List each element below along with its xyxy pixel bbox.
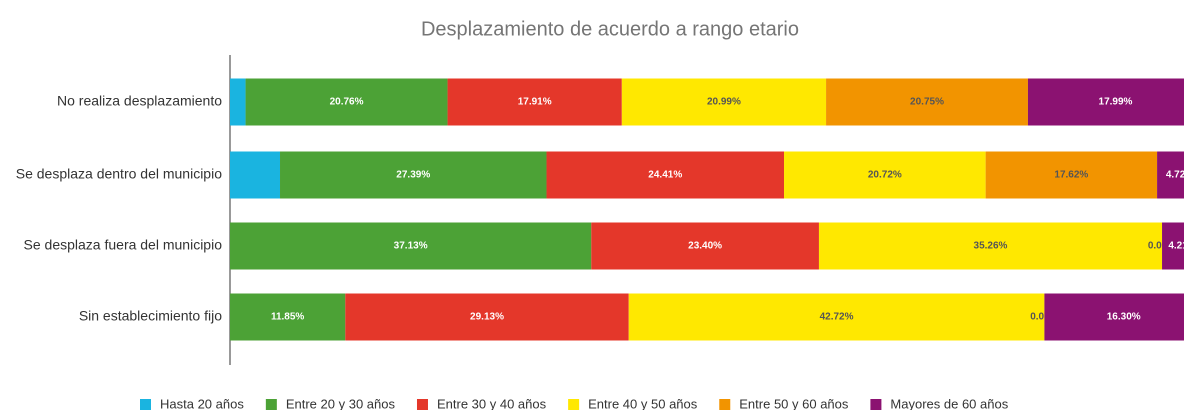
value-label: 20.99%: [707, 97, 741, 108]
y-tick-label: Se desplaza dentro del municipio: [16, 166, 222, 182]
bar-segment: [1027, 78, 1184, 126]
value-label: 20.72%: [868, 170, 902, 181]
legend-label: Hasta 20 años: [160, 396, 244, 410]
value-label: 37.13%: [394, 241, 428, 252]
bar-segment: [1157, 151, 1184, 199]
bar-segment: [230, 78, 246, 126]
value-label: 20.76%: [330, 97, 364, 108]
value-label: 17.62%: [1054, 170, 1088, 181]
value-label: 20.75%: [910, 97, 944, 108]
bar-segment: [784, 151, 986, 199]
legend-swatch: [416, 399, 428, 410]
bar-segment: [280, 151, 547, 199]
value-label: 27.39%: [396, 170, 430, 181]
bar-segment: [826, 78, 1028, 126]
legend-label: Entre 50 y 60 años: [739, 396, 849, 410]
legend-label: Entre 40 y 50 años: [588, 396, 698, 410]
value-label: 35.26%: [974, 241, 1008, 252]
value-label: 4.72%: [1166, 170, 1184, 181]
y-tick-label: No realiza desplazamiento: [57, 93, 222, 109]
legend-swatch: [140, 399, 151, 410]
bar-segment: [447, 78, 622, 126]
value-label: 17.91%: [518, 97, 552, 108]
legend-label: Mayores de 60 años: [890, 396, 1008, 410]
bar-segment: [245, 78, 448, 126]
bar-segment: [1162, 222, 1184, 270]
value-label: 17.99%: [1099, 97, 1133, 108]
value-label: 4.21%: [1168, 241, 1184, 252]
value-label: 24.41%: [648, 170, 682, 181]
y-tick-label: Sin establecimiento fijo: [79, 308, 222, 324]
value-label: 29.13%: [470, 312, 504, 323]
bar-segment: [985, 151, 1158, 199]
bar-segment: [591, 222, 819, 270]
bar-segment: [230, 222, 592, 270]
value-label: 42.72%: [820, 312, 854, 323]
legend-label: Entre 30 y 40 años: [437, 396, 547, 410]
value-label: 11.85%: [271, 312, 304, 323]
legend-swatch: [719, 399, 731, 410]
legend-swatch: [265, 399, 277, 410]
bar-segment: [818, 222, 1163, 270]
bar-segment: [621, 78, 827, 126]
bar-segment: [230, 293, 346, 341]
legend-label: Entre 20 y 30 años: [286, 396, 396, 410]
bar-segment: [230, 151, 281, 199]
y-tick-label: Se desplaza fuera del municipio: [24, 237, 223, 253]
chart-title: Desplazamiento de acuerdo a rango etario: [421, 18, 799, 40]
bar-segment: [628, 293, 1045, 341]
legend-swatch: [870, 399, 882, 410]
bar-segment: [345, 293, 629, 341]
legend-swatch: [568, 399, 580, 410]
bar-segment: [1044, 293, 1184, 341]
value-label: 16.30%: [1107, 312, 1141, 323]
bar-segment: [546, 151, 785, 199]
value-label: 23.40%: [688, 241, 722, 252]
